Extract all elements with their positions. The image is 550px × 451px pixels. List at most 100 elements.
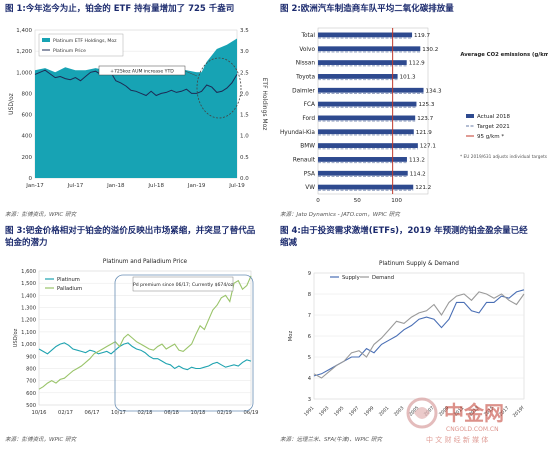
- cngold-watermark-logo: 中金网 CNGOLD.COM.CN 中 文 财 经 新 媒 体: [406, 397, 504, 444]
- panel-title-line2: 缩减: [280, 238, 298, 248]
- panel-pt-pd-price: 图 3:钯金价格相对于铂金的溢价反映出市场紧缩，并突显了替代品 铂金的潜力 50…: [5, 226, 273, 448]
- y-tick-label: 6: [308, 334, 311, 340]
- data-label: 130.2: [422, 47, 438, 53]
- data-label: 127.1: [420, 144, 436, 150]
- category-label: FCA: [304, 102, 315, 108]
- y-tick-label: 200: [22, 155, 33, 161]
- bar-actual: [318, 157, 407, 162]
- legend-label-etf: Platinum ETF Holdings, Moz: [53, 38, 117, 44]
- panel-source: 来源：彭博资讯，WPIC 研究: [5, 212, 76, 218]
- category-label: PSA: [304, 171, 315, 177]
- data-label: 121.9: [416, 130, 432, 136]
- panel-supply-demand: 图 4:由于投资需求激增(ETFs)，2019 年预测的铂金盈余量已经 缩减 3…: [280, 226, 548, 448]
- category-label: Total: [300, 33, 315, 39]
- x-tick-label: 1991: [303, 405, 316, 418]
- y-axis-label: USD/oz: [13, 328, 19, 347]
- platinum-price-line: [34, 69, 238, 97]
- data-label: 114.2: [410, 171, 426, 177]
- bar-actual: [318, 74, 398, 79]
- annotation-text: +725koz AUM increase YTD: [110, 69, 174, 75]
- y2-axis-label: ETF Holdings Moz: [261, 78, 268, 131]
- y-tick-label: 1,000: [21, 342, 36, 348]
- y-tick-label: 1,200: [16, 49, 32, 55]
- x-tick-label: 1997: [348, 405, 361, 418]
- x-tick-label: 10/16: [32, 410, 47, 416]
- x-tick-label: 1995: [333, 405, 346, 418]
- legend-label-target: Target 2021: [476, 124, 510, 130]
- panel-title: 图 1:今年迄今为止，铂金的 ETF 持有量增加了 725 千盎司: [5, 4, 235, 14]
- y-tick-label: 4: [308, 376, 312, 382]
- y2-tick-label: 2.5: [240, 70, 249, 76]
- y-axis-label: Moz: [288, 331, 294, 342]
- y-tick-label: 3: [308, 397, 311, 403]
- category-label: Nissan: [296, 61, 316, 67]
- bar-actual: [318, 60, 407, 65]
- x-tick-label: 06/18: [164, 410, 179, 416]
- category-label: Ford: [302, 116, 315, 122]
- y-tick-label: 800: [26, 366, 36, 372]
- panel-title: 图 2:欧洲汽车制造商车队平均二氧化碳排放量: [280, 4, 454, 14]
- legend-label-demand: Demand: [372, 275, 394, 281]
- x-tick-label: Jan-18: [106, 183, 125, 189]
- legend-swatch-actual: [466, 114, 474, 118]
- panel-source: 来源：远理兰米、SFA(牛津)、WPIC 研究: [280, 437, 382, 443]
- category-label: Volvo: [299, 47, 315, 53]
- x-tick-label: Jul-17: [67, 183, 84, 189]
- legend-label-palladium: Palladium: [57, 286, 82, 292]
- y2-tick-label: 0.0: [240, 176, 249, 182]
- etf-holdings-chart: 0 200 400 600 800 1,000 1,200 1,400 0.0 0.5 1.0 1.5…: [8, 28, 268, 189]
- y-tick-label: 1,300: [21, 306, 36, 312]
- x-tick-label: 06/19: [244, 410, 259, 416]
- bar-actual: [318, 46, 421, 52]
- data-label: 112.9: [409, 61, 425, 67]
- category-label: BMW: [300, 144, 315, 150]
- x-tick-label: 10/17: [111, 410, 126, 416]
- x-tick-label: 50: [354, 198, 362, 204]
- bar-actual: [318, 101, 417, 107]
- bar-actual: [318, 129, 414, 135]
- y2-tick-label: 3.0: [240, 49, 249, 55]
- series-line-platinum: [38, 342, 252, 371]
- y-tick-label: 700: [26, 379, 36, 385]
- x-tick-label: 02/17: [58, 410, 73, 416]
- series-line-supply: [313, 289, 525, 377]
- y2-tick-label: 3.5: [240, 28, 249, 34]
- annotation-box: [98, 65, 186, 76]
- x-tick-label: 0: [316, 198, 320, 204]
- right-axis-title: Average CO2 emissions (g/km): [460, 52, 548, 58]
- panel-co2-emissions: 图 2:欧洲汽车制造商车队平均二氧化碳排放量 Total 119.7 Volvo 13…: [280, 4, 548, 219]
- legend-label-line: 95 g/km *: [477, 134, 504, 140]
- category-label: Toyota: [295, 74, 315, 80]
- y-tick-label: 1,000: [16, 70, 32, 76]
- legend-swatch-etf: [42, 38, 50, 42]
- x-tick-label: Jul-19: [228, 183, 245, 189]
- annotation-box: [132, 276, 234, 292]
- y-tick-label: 8: [308, 292, 311, 298]
- y-tick-label: 500: [26, 403, 36, 409]
- y-tick-label: 5: [308, 355, 311, 361]
- bar-actual: [318, 115, 416, 121]
- y-tick-label: 1,400: [21, 293, 36, 299]
- panel-source: 来源：彭博资讯，WPIC 研究: [5, 437, 76, 443]
- legend-label-platinum: Platinum: [57, 277, 80, 283]
- annotation-text: Pd premium since 06/17; Currently $674/o…: [133, 282, 234, 288]
- legend-box: [38, 33, 124, 57]
- x-tick-label: 100: [391, 198, 402, 204]
- category-label: Hyundai-Kia: [280, 130, 315, 136]
- x-tick-label: 06/17: [85, 410, 100, 416]
- watermark-name: 中金网: [444, 401, 504, 425]
- y2-tick-label: 1.0: [240, 134, 249, 140]
- x-tick-label: 1999: [363, 405, 376, 418]
- co2-emissions-chart: Total 119.7 Volvo 130.2 Nissan 112.9 Toyota 101…: [280, 27, 548, 204]
- chart-title: Platinum and Palladium Price: [103, 259, 188, 265]
- x-tick-label: 1993: [318, 405, 331, 418]
- y2-tick-label: 2.0: [240, 91, 249, 97]
- watermark-url: CNGOLD.COM.CN: [446, 426, 499, 433]
- y-tick-label: 0: [29, 176, 33, 182]
- x-tick-label: Jul-18: [147, 183, 164, 189]
- plot-area: [38, 270, 252, 406]
- highlight-ellipse: [196, 57, 242, 119]
- legend-label-supply: Supply: [342, 275, 360, 281]
- watermark-tagline: 中 文 财 经 新 媒 体: [426, 435, 488, 444]
